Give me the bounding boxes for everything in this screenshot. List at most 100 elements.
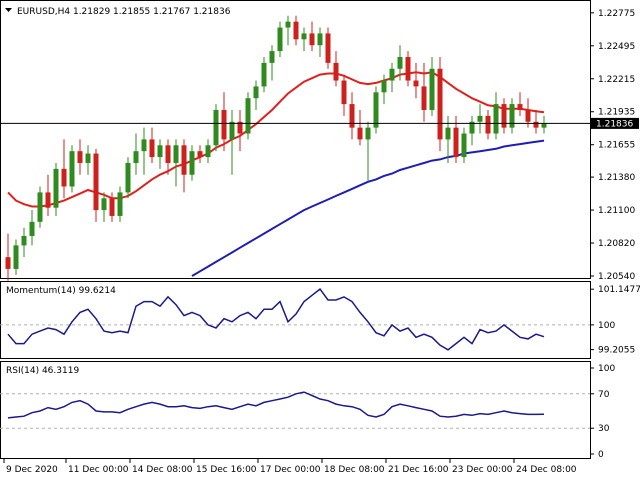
candle [413, 62, 419, 99]
time-tick-label: 24 Dec 08:00 [516, 465, 577, 475]
price-tick-label: 1.21100 [598, 206, 635, 216]
candle-body [357, 127, 363, 140]
candle [533, 109, 539, 134]
candle [173, 139, 179, 187]
candle-body [69, 151, 75, 187]
ma-slow-line [191, 139, 545, 277]
momentum-pane [0, 281, 591, 359]
momentum-tick-label: 99.2055 [598, 346, 635, 356]
candle-body [413, 80, 419, 87]
candle [325, 27, 331, 69]
time-axis: 9 Dec 2020 11 Dec 00:00 14 Dec 08:00 15 Dec… [3, 459, 577, 475]
time-tick-label: 14 Dec 08:00 [132, 465, 193, 475]
price-axis: 1.22775 1.22495 1.22215 1.21935 1.21655 1.213… [590, 9, 635, 282]
momentum-axis: 101.1477 100 99.2055 [0, 285, 640, 356]
candle [341, 74, 347, 116]
candle [469, 115, 475, 146]
candle [213, 104, 219, 152]
candle-body [317, 33, 323, 46]
candle [133, 133, 139, 175]
candle [45, 174, 51, 216]
candle-body [533, 121, 539, 128]
candle-body [21, 235, 27, 246]
candle-body [405, 56, 411, 81]
candle-body [5, 257, 11, 269]
momentum-label: Momentum(14) 99.6214 [6, 286, 116, 296]
rsi-label: RSI(14) 46.3119 [6, 366, 79, 376]
candle [317, 27, 323, 57]
candle [157, 139, 163, 169]
price-tick-label: 1.20540 [598, 272, 635, 282]
candle-body [141, 139, 147, 152]
candle-body [85, 153, 91, 163]
candle [237, 109, 243, 152]
candle [421, 62, 427, 122]
time-tick-label: 21 Dec 16:00 [388, 465, 449, 475]
candle [125, 157, 131, 199]
candle [141, 127, 147, 175]
candles [5, 15, 547, 281]
candle-body [13, 245, 19, 269]
candle-body [37, 192, 43, 222]
candle-body [461, 133, 467, 158]
candle-body [29, 221, 35, 236]
candle [21, 227, 27, 258]
candle-body [101, 198, 107, 211]
current-price-value: 1.21836 [596, 119, 633, 129]
candle-body [293, 21, 299, 40]
candle-body [421, 86, 427, 110]
candle [277, 21, 283, 57]
candle-body [149, 139, 155, 158]
candle [357, 109, 363, 146]
candle-body [269, 51, 275, 63]
candle-body [325, 33, 331, 63]
candle [485, 109, 491, 140]
candle [389, 62, 395, 93]
momentum-tick-label: 101.1477 [598, 285, 640, 295]
candle [109, 192, 115, 222]
candle [85, 145, 91, 175]
candle [205, 139, 211, 163]
candle [301, 27, 307, 52]
candle-body [261, 62, 267, 87]
candle-body [453, 127, 459, 158]
candle-body [469, 121, 475, 134]
candle [293, 15, 299, 46]
candle [461, 127, 467, 163]
time-tick-label: 9 Dec 2020 [6, 465, 58, 475]
candle-body [77, 151, 83, 163]
candle-body [365, 127, 371, 140]
candle [101, 192, 107, 222]
rsi-tick-label: 70 [598, 390, 610, 400]
candle [245, 92, 251, 140]
candle [349, 92, 355, 140]
candle-body [341, 80, 347, 105]
ma-slow-path [191, 139, 545, 277]
price-tick-label: 1.21380 [598, 173, 635, 183]
candle [405, 51, 411, 87]
rsi-tick-label: 100 [598, 364, 615, 374]
candle [381, 74, 387, 105]
candle-body [373, 92, 379, 128]
candle [333, 51, 339, 87]
candle [5, 233, 11, 281]
candle-body [429, 68, 435, 110]
candle [61, 139, 67, 199]
price-tick-label: 1.21935 [598, 108, 635, 118]
candle-body [509, 104, 515, 128]
candle-body [125, 162, 131, 193]
momentum-line [7, 288, 545, 351]
candle-body [285, 21, 291, 28]
candle-body [53, 168, 59, 208]
dropdown-triangle-icon[interactable] [5, 8, 12, 12]
candle [501, 98, 507, 134]
candle-body [213, 109, 219, 146]
candle [525, 98, 531, 128]
candle-body [389, 68, 395, 81]
candle [365, 121, 371, 181]
candle-body [173, 145, 179, 163]
candle-body [477, 115, 483, 122]
candle-body [485, 115, 491, 134]
price-tick-label: 1.22495 [598, 42, 635, 52]
